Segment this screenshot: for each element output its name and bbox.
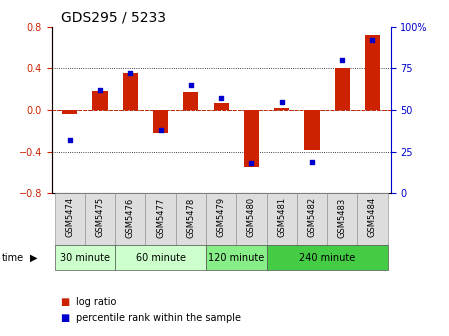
- Point: [157, 127, 164, 133]
- Bar: [62, 110, 77, 114]
- Text: 120 minute: 120 minute: [208, 253, 264, 263]
- Text: log ratio: log ratio: [76, 297, 117, 307]
- Text: 30 minute: 30 minute: [60, 253, 110, 263]
- Text: 240 minute: 240 minute: [299, 253, 355, 263]
- Bar: [297, 193, 327, 245]
- Text: GDS295 / 5233: GDS295 / 5233: [61, 10, 166, 24]
- Text: GSM5476: GSM5476: [126, 197, 135, 238]
- Bar: [183, 92, 198, 110]
- Bar: [145, 193, 176, 245]
- Text: ■: ■: [61, 297, 70, 307]
- Bar: [92, 91, 108, 110]
- Text: percentile rank within the sample: percentile rank within the sample: [76, 312, 241, 323]
- Text: GSM5474: GSM5474: [65, 197, 74, 238]
- Point: [248, 161, 255, 166]
- Bar: [153, 110, 168, 133]
- Bar: [236, 193, 267, 245]
- Text: GSM5479: GSM5479: [216, 197, 226, 238]
- Text: time: time: [2, 253, 24, 263]
- Text: 60 minute: 60 minute: [136, 253, 185, 263]
- Text: ▶: ▶: [30, 253, 38, 263]
- Text: GSM5482: GSM5482: [308, 197, 317, 238]
- Point: [127, 71, 134, 76]
- Bar: [327, 193, 357, 245]
- Bar: [357, 193, 387, 245]
- Bar: [206, 245, 267, 270]
- Bar: [55, 193, 85, 245]
- Text: GSM5484: GSM5484: [368, 197, 377, 238]
- Text: GSM5475: GSM5475: [96, 197, 105, 238]
- Text: GSM5477: GSM5477: [156, 197, 165, 238]
- Text: ■: ■: [61, 312, 70, 323]
- Bar: [304, 110, 320, 150]
- Point: [278, 99, 285, 104]
- Point: [97, 87, 104, 93]
- Bar: [267, 193, 297, 245]
- Bar: [176, 193, 206, 245]
- Bar: [115, 245, 206, 270]
- Bar: [244, 110, 259, 167]
- Bar: [206, 193, 236, 245]
- Bar: [335, 69, 350, 110]
- Point: [339, 57, 346, 63]
- Point: [66, 137, 73, 143]
- Bar: [123, 73, 138, 110]
- Bar: [365, 35, 380, 110]
- Text: GSM5478: GSM5478: [186, 197, 195, 238]
- Text: GSM5480: GSM5480: [247, 197, 256, 238]
- Text: GSM5483: GSM5483: [338, 197, 347, 238]
- Bar: [267, 245, 387, 270]
- Bar: [85, 193, 115, 245]
- Point: [187, 82, 194, 88]
- Bar: [274, 108, 289, 110]
- Bar: [214, 103, 229, 110]
- Point: [308, 159, 316, 164]
- Bar: [115, 193, 145, 245]
- Text: GSM5481: GSM5481: [277, 197, 286, 238]
- Point: [218, 96, 225, 101]
- Bar: [55, 245, 115, 270]
- Point: [369, 38, 376, 43]
